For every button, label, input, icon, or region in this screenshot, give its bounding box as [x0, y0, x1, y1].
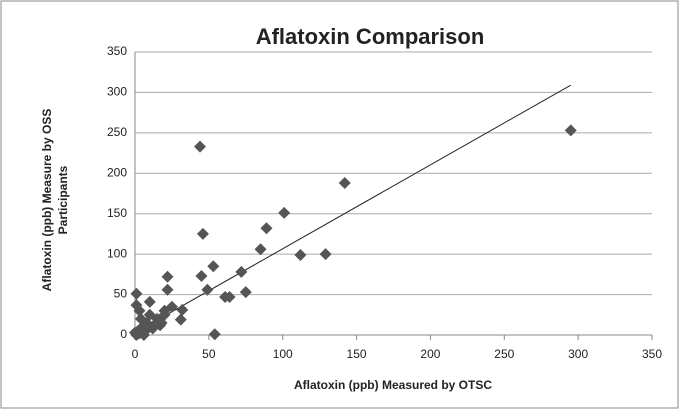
- data-point: [196, 227, 209, 240]
- data-point: [223, 290, 236, 303]
- data-point: [143, 308, 156, 321]
- x-axis-title: Aflatoxin (ppb) Measured by OTSC: [294, 378, 492, 392]
- y-tick-label: 0: [120, 327, 127, 341]
- y-axis-title: Aflatoxin (ppb) Measure by OSS: [40, 109, 54, 292]
- data-point: [207, 260, 220, 273]
- y-tick-label: 150: [107, 206, 127, 220]
- x-tick-label: 350: [642, 347, 662, 361]
- data-point: [176, 303, 189, 316]
- data-point: [161, 283, 174, 296]
- data-point: [193, 140, 206, 153]
- chart-title: Aflatoxin Comparison: [256, 24, 485, 49]
- data-point: [148, 319, 161, 332]
- y-tick-label: 300: [107, 85, 127, 99]
- y-tick-label: 350: [107, 44, 127, 58]
- data-point: [208, 328, 221, 341]
- y-tick-label: 50: [114, 287, 128, 301]
- x-tick-label: 250: [494, 347, 514, 361]
- data-point: [294, 248, 307, 261]
- data-point: [161, 270, 174, 283]
- y-axis-title: Participants: [56, 165, 70, 234]
- data-point: [278, 206, 291, 219]
- data-point: [129, 326, 141, 339]
- data-point: [235, 265, 248, 278]
- data-point: [319, 248, 332, 261]
- x-tick-label: 0: [132, 347, 139, 361]
- x-tick-label: 100: [273, 347, 293, 361]
- data-point: [174, 313, 187, 326]
- data-point: [139, 324, 152, 337]
- y-tick-label: 250: [107, 125, 127, 139]
- data-point: [564, 124, 577, 137]
- data-point: [143, 295, 156, 308]
- data-point: [201, 283, 214, 296]
- data-point: [338, 176, 351, 189]
- x-tick-label: 150: [347, 347, 367, 361]
- x-tick-label: 200: [420, 347, 440, 361]
- data-point: [130, 287, 143, 300]
- data-point: [239, 286, 252, 299]
- x-tick-label: 50: [202, 347, 216, 361]
- data-point: [260, 222, 273, 235]
- data-point: [165, 300, 178, 313]
- x-tick-label: 300: [568, 347, 588, 361]
- data-point: [254, 243, 267, 256]
- data-point: [133, 304, 146, 317]
- y-tick-label: 100: [107, 246, 127, 260]
- y-tick-label: 200: [107, 165, 127, 179]
- data-point: [195, 269, 208, 282]
